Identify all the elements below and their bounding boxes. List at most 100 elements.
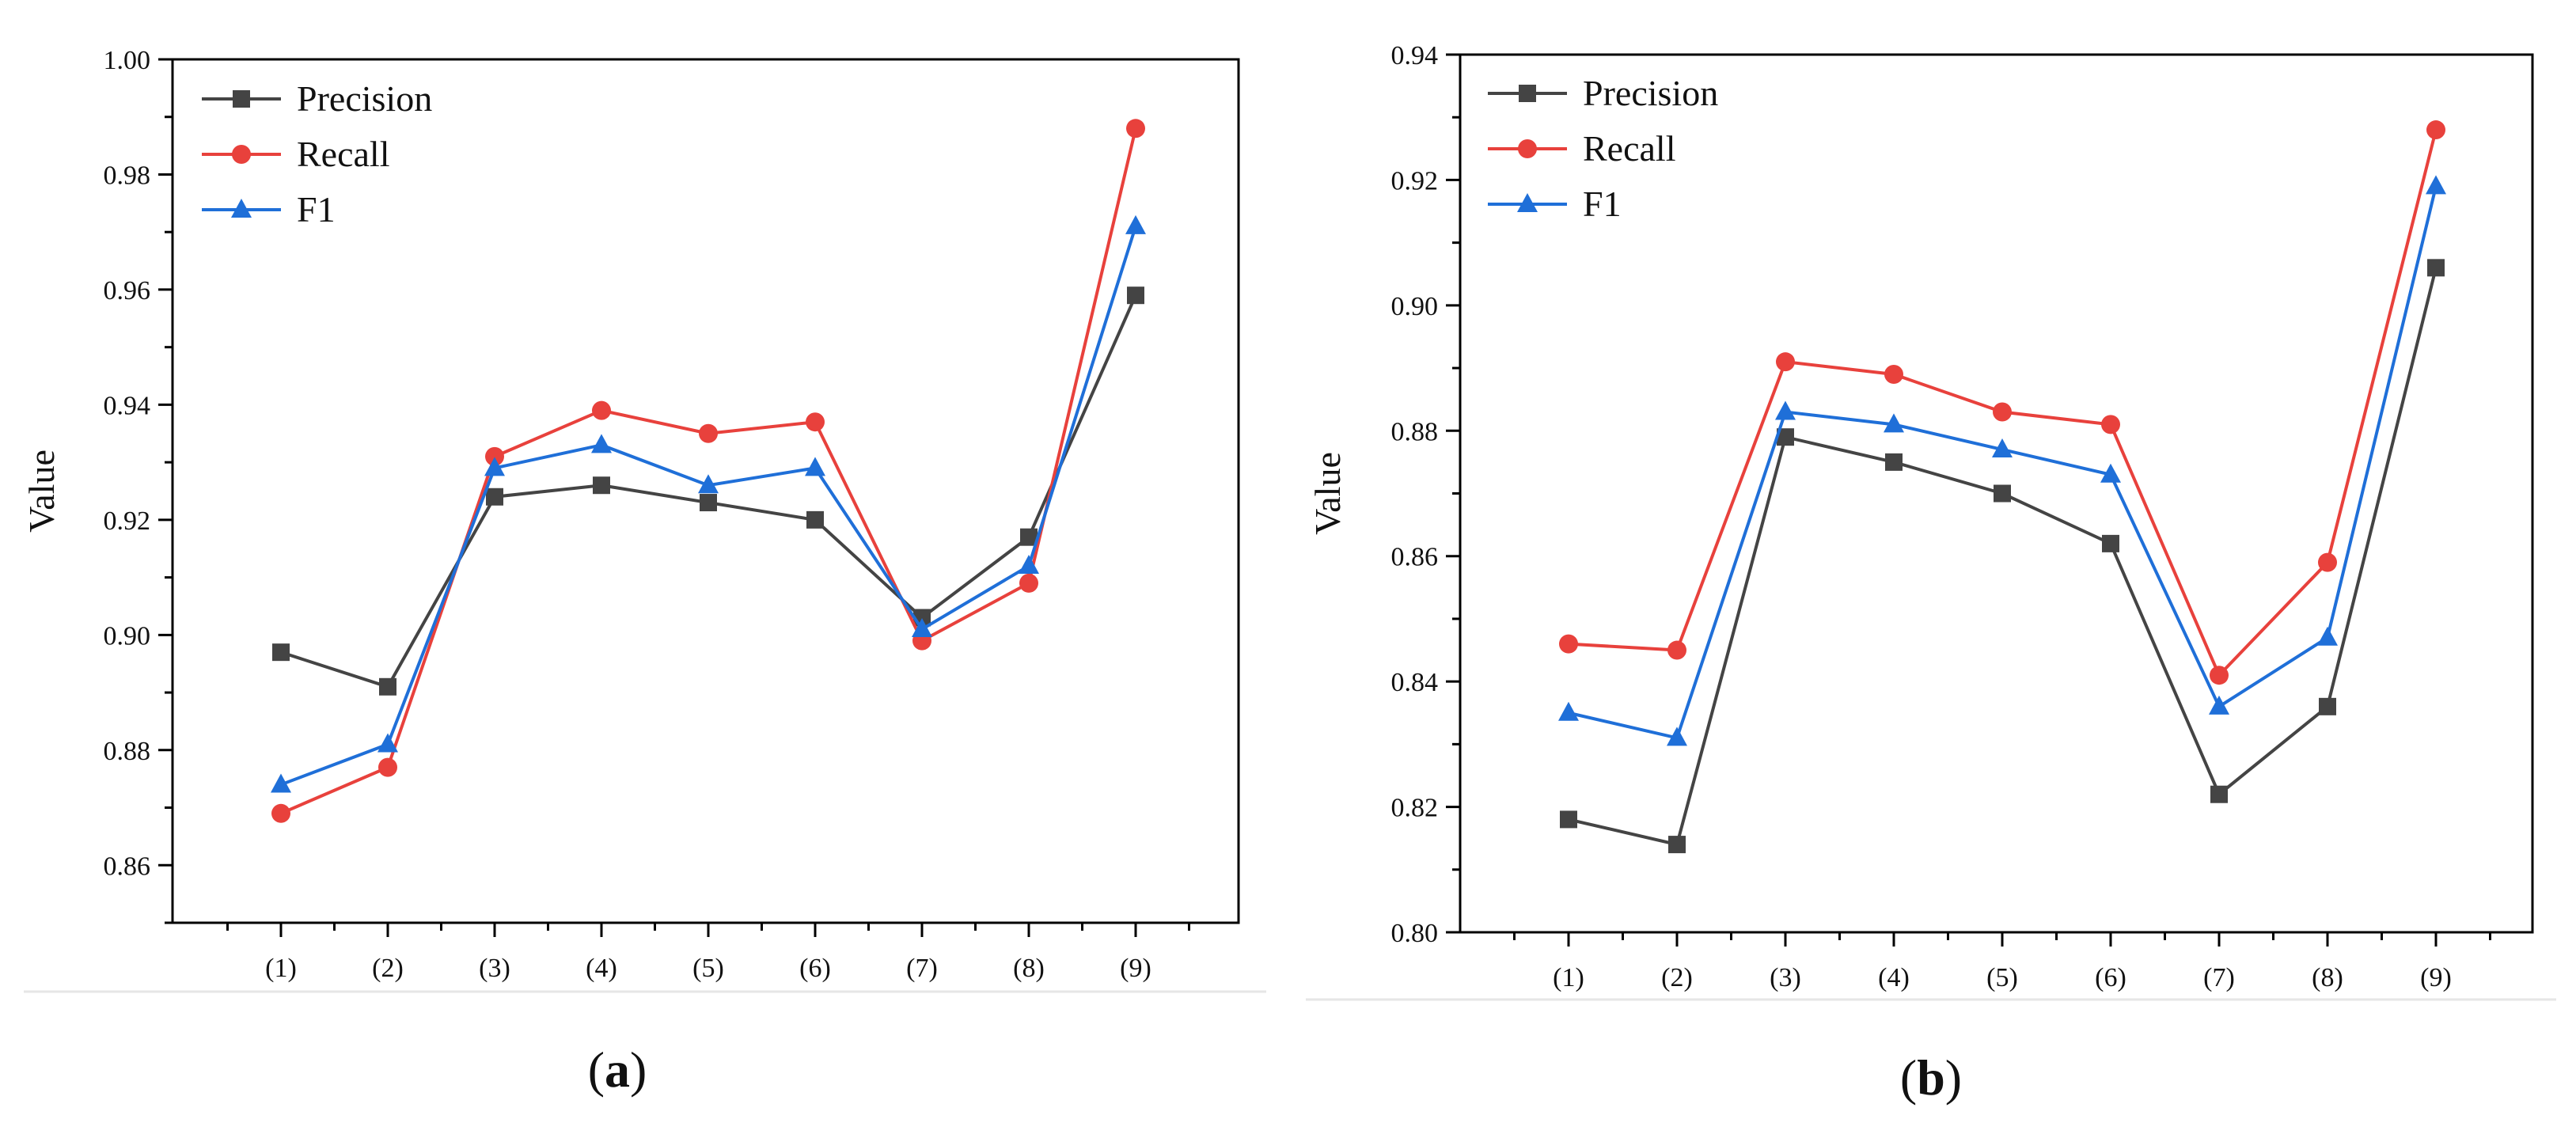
y-tick-label: 1.00 <box>104 46 151 75</box>
data-point-precision <box>1668 836 1686 854</box>
data-point-precision <box>1127 286 1144 305</box>
x-axis-ticks-b: (1) (2) (3) (4) (5) (6) (7) (8) (9) <box>1513 932 2491 992</box>
x-tick-label: (6) <box>799 954 831 983</box>
data-point-f1 <box>912 618 932 638</box>
legend-label-recall: Recall <box>297 134 390 174</box>
x-tick-label: (6) <box>2095 963 2126 992</box>
data-point-precision <box>2319 697 2336 715</box>
panel-label-b: (b) <box>1900 1049 1962 1106</box>
legend-b: Precision Recall F1 <box>1488 73 1718 224</box>
data-point-recall <box>1019 573 1038 593</box>
legend-label-recall: Recall <box>1583 128 1676 169</box>
data-point-f1 <box>271 773 291 793</box>
legend-marker-recall <box>1518 139 1537 158</box>
data-point-recall <box>1776 352 1795 372</box>
legend-marker-f1 <box>231 199 252 218</box>
data-point-f1 <box>805 457 825 476</box>
y-axis-ticks-b: 0.80 0.82 0.84 0.86 0.88 0.90 0.92 0.94 <box>1391 41 1460 948</box>
data-point-recall <box>1559 634 1578 654</box>
data-point-f1 <box>1775 400 1796 420</box>
data-point-precision <box>2427 259 2445 277</box>
x-tick-label: (8) <box>1013 954 1045 983</box>
y-tick-label: 0.94 <box>1391 41 1439 70</box>
data-point-precision <box>1885 453 1903 471</box>
series-group-b <box>1558 120 2446 854</box>
data-point-f1 <box>2317 626 2338 646</box>
data-point-f1 <box>377 733 398 753</box>
data-point-precision <box>700 494 717 512</box>
legend-label-f1: F1 <box>1583 184 1622 224</box>
data-point-precision <box>2102 534 2119 552</box>
legend-marker-f1 <box>1517 193 1538 212</box>
legend-label-f1: F1 <box>297 189 336 230</box>
data-point-f1 <box>1019 555 1039 575</box>
y-tick-label: 0.92 <box>104 506 151 536</box>
data-point-recall <box>1993 402 2012 422</box>
x-tick-label: (1) <box>265 954 297 983</box>
chart-panel-b: 0.800.820.840.860.880.900.920.94 (1) (2)(… <box>1306 41 2556 1106</box>
panel-label-a: (a) <box>588 1041 647 1098</box>
y-tick-label: 0.88 <box>104 737 151 766</box>
data-point-precision <box>1777 428 1794 446</box>
x-tick-label: (5) <box>692 954 724 983</box>
y-axis-title-a: Value <box>21 450 62 533</box>
data-point-f1 <box>1884 413 1904 433</box>
y-tick-label: 0.96 <box>104 276 151 305</box>
x-axis-ticks-a: (1) (2) (3) (4) (5) (6) (7) (8) (9) <box>226 923 1190 983</box>
y-tick-label: 0.88 <box>1391 417 1439 446</box>
data-point-f1 <box>1992 438 2013 458</box>
data-point-recall <box>806 412 825 432</box>
y-tick-label: 0.98 <box>104 161 151 190</box>
x-tick-label: (7) <box>2203 963 2235 992</box>
data-point-f1 <box>2209 695 2229 715</box>
data-point-recall <box>592 400 611 420</box>
data-point-f1 <box>591 434 612 453</box>
data-point-recall <box>1126 119 1145 138</box>
y-axis-title-b: Value <box>1307 452 1348 535</box>
data-point-f1 <box>1558 701 1579 721</box>
y-tick-label: 0.90 <box>104 621 151 651</box>
y-tick-label: 0.86 <box>104 852 151 881</box>
plot-area-frame-a <box>171 58 1240 924</box>
data-point-recall <box>271 803 290 823</box>
x-tick-label: (7) <box>906 954 938 983</box>
legend-marker-precision <box>233 90 250 108</box>
x-tick-label: (3) <box>479 954 510 983</box>
data-point-f1 <box>484 457 505 476</box>
data-point-precision <box>486 488 503 506</box>
y-tick-label: 0.90 <box>1391 292 1439 321</box>
x-tick-label: (4) <box>586 954 617 983</box>
legend-label-precision: Precision <box>297 78 432 119</box>
y-tick-label: 0.80 <box>1391 919 1439 948</box>
data-point-f1 <box>1125 214 1146 234</box>
data-point-recall <box>699 423 718 443</box>
legend-a: Precision Recall F1 <box>202 78 432 230</box>
y-tick-label: 0.92 <box>1391 166 1439 195</box>
data-point-recall <box>1667 640 1686 660</box>
x-tick-label: (9) <box>2420 963 2452 992</box>
x-tick-label: (4) <box>1878 963 1910 992</box>
data-point-recall <box>485 446 504 466</box>
data-point-precision <box>1994 484 2011 503</box>
x-tick-label: (8) <box>2312 963 2343 992</box>
data-point-recall <box>1884 364 1903 384</box>
chart-panel-a: 0.860.880.900.920.940.960.981.00 (1) (2)(… <box>21 46 1266 1098</box>
legend-marker-recall <box>232 145 251 164</box>
data-point-recall <box>2318 552 2337 572</box>
data-point-precision <box>593 476 610 495</box>
x-tick-label: (5) <box>1986 963 2018 992</box>
x-tick-label: (2) <box>372 954 404 983</box>
data-point-recall <box>2426 120 2445 140</box>
data-point-recall <box>2210 666 2229 685</box>
data-point-precision <box>272 643 290 662</box>
data-point-f1 <box>2426 175 2446 195</box>
data-point-precision <box>379 677 396 696</box>
data-point-f1 <box>698 474 719 494</box>
x-tick-label: (1) <box>1553 963 1584 992</box>
y-tick-label: 0.86 <box>1391 543 1439 572</box>
data-point-precision <box>806 510 824 529</box>
legend-marker-precision <box>1519 85 1536 102</box>
data-point-recall <box>378 757 397 777</box>
